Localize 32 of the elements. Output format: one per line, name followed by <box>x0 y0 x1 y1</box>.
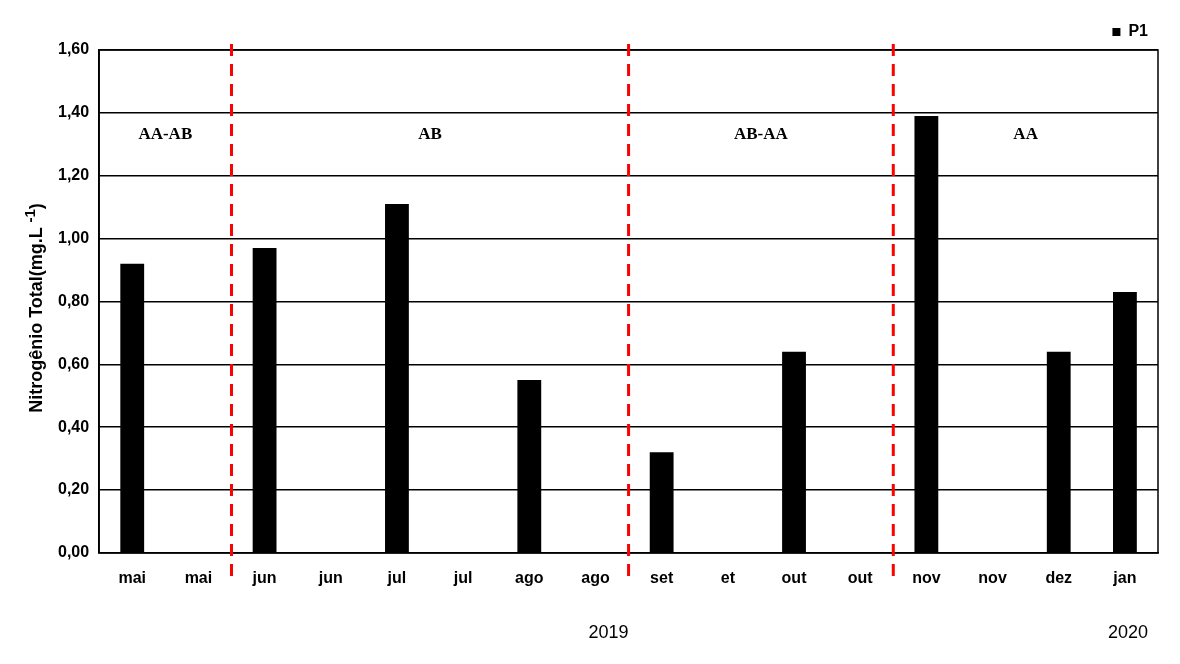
x-tick-label: jul <box>386 568 407 586</box>
annotation: AA <box>1013 124 1039 144</box>
y-tick-label: 1,20 <box>58 166 90 184</box>
x-tick-label: nov <box>978 568 1007 586</box>
y-tick-label: 1,00 <box>58 228 90 246</box>
x-tick-label: ago <box>581 568 610 586</box>
text: 2019 <box>588 621 629 642</box>
y-tick-label: 0,20 <box>58 480 90 498</box>
y-tick-label: 0,00 <box>58 543 90 561</box>
x-tick-label: nov <box>912 568 941 586</box>
annotation: AB <box>418 124 442 144</box>
x-tick-label: set <box>650 568 674 586</box>
x-tick-label: out <box>781 568 808 586</box>
annotation: AB-AA <box>734 124 789 144</box>
text: 2020 <box>1107 621 1148 642</box>
x-tick-label: jun <box>251 568 277 586</box>
annotation: AA-AB <box>138 124 193 144</box>
legend-label: P1 <box>1128 22 1149 40</box>
y-tick-label: 1,60 <box>58 40 90 58</box>
x-tick-label: mai <box>118 568 147 586</box>
y-tick-label: 0,80 <box>58 291 90 309</box>
x-tick-label: et <box>720 568 736 586</box>
y-tick-label: 1,40 <box>58 103 90 121</box>
x-tick-label: jan <box>1112 568 1137 586</box>
x-tick-label: ago <box>515 568 544 586</box>
y-tick-label: 0,40 <box>58 417 90 435</box>
x-tick-label: out <box>847 568 874 586</box>
x-tick-label: mai <box>184 568 213 586</box>
y-tick-label: 0,60 <box>58 354 90 372</box>
x-tick-label: jul <box>452 568 473 586</box>
x-tick-label: jun <box>317 568 343 586</box>
x-tick-label: dez <box>1045 568 1073 586</box>
